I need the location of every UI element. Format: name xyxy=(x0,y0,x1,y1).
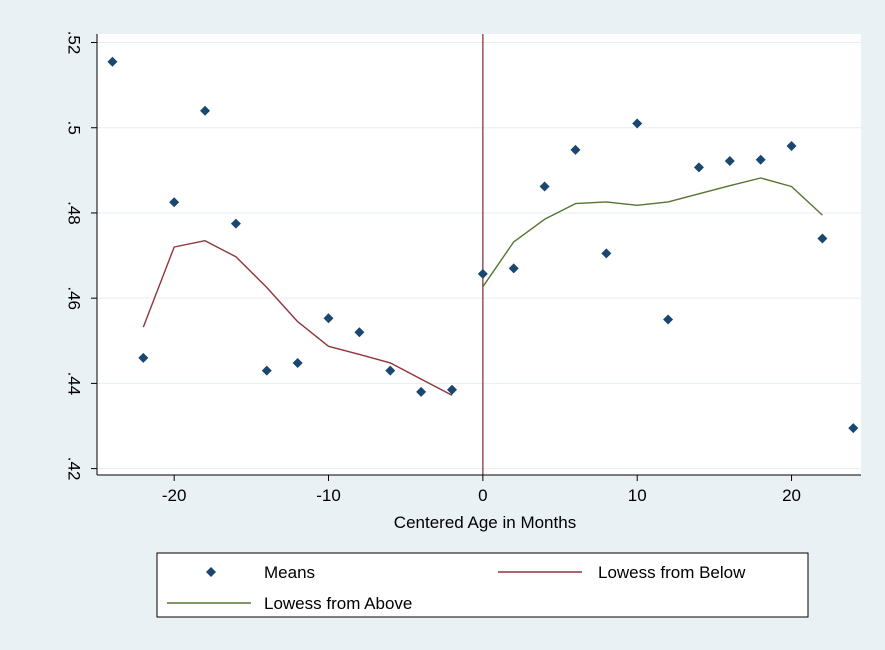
x-tick-label: -20 xyxy=(162,486,187,505)
mean-point-24 xyxy=(848,423,859,434)
axes: .42 .44 .46 .48 .5 .52 -20 -10 0 10 20 xyxy=(65,31,861,505)
mean-point-3 xyxy=(200,105,211,116)
x-tick-label: 0 xyxy=(478,486,487,505)
mean-point-16 xyxy=(601,248,612,259)
legend-symbol-means xyxy=(206,567,216,577)
mean-point-11 xyxy=(446,384,457,395)
y-tick-label: .52 xyxy=(65,31,84,55)
y-tick-label: .46 xyxy=(65,286,84,310)
mean-point-10 xyxy=(416,386,427,397)
mean-point-12 xyxy=(477,268,488,279)
y-tick-label: .42 xyxy=(65,457,84,481)
y-tick-label: .44 xyxy=(65,372,84,396)
mean-point-7 xyxy=(323,313,334,324)
mean-point-6 xyxy=(292,357,303,368)
legend: Means Lowess from Below Lowess from Above xyxy=(156,552,809,618)
mean-point-5 xyxy=(261,365,272,376)
mean-point-20 xyxy=(724,155,735,166)
y-tick-label: .5 xyxy=(65,121,84,135)
mean-point-21 xyxy=(755,154,766,165)
legend-box xyxy=(156,552,809,618)
plot-background xyxy=(97,34,861,475)
y-tick-label: .48 xyxy=(65,201,84,225)
mean-markers xyxy=(107,56,859,434)
legend-label-means: Means xyxy=(264,563,315,582)
mean-point-17 xyxy=(632,118,643,129)
mean-point-8 xyxy=(354,327,365,338)
mean-point-4 xyxy=(230,218,241,229)
x-axis-title: Centered Age in Months xyxy=(394,513,576,532)
x-tick-label: 10 xyxy=(628,486,647,505)
plot-area xyxy=(97,34,861,475)
legend-label-lowess-from-above: Lowess from Above xyxy=(264,594,412,613)
mean-point-22 xyxy=(786,141,797,152)
mean-point-0 xyxy=(107,56,118,67)
lowess-lines xyxy=(142,177,823,396)
series-line-lowess-from-above xyxy=(482,177,823,288)
x-tick-label: -10 xyxy=(316,486,341,505)
mean-point-13 xyxy=(508,263,519,274)
mean-point-19 xyxy=(693,162,704,173)
series-line-lowess-from-below xyxy=(142,239,453,396)
mean-point-1 xyxy=(138,352,149,363)
mean-point-18 xyxy=(663,314,674,325)
mean-point-15 xyxy=(570,144,581,155)
x-tick-label: 20 xyxy=(782,486,801,505)
mean-point-2 xyxy=(169,197,180,208)
grid-lines xyxy=(97,42,861,470)
legend-label-lowess-from-below: Lowess from Below xyxy=(598,563,746,582)
mean-point-23 xyxy=(817,233,828,244)
mean-point-9 xyxy=(385,365,396,376)
mean-point-14 xyxy=(539,181,550,192)
